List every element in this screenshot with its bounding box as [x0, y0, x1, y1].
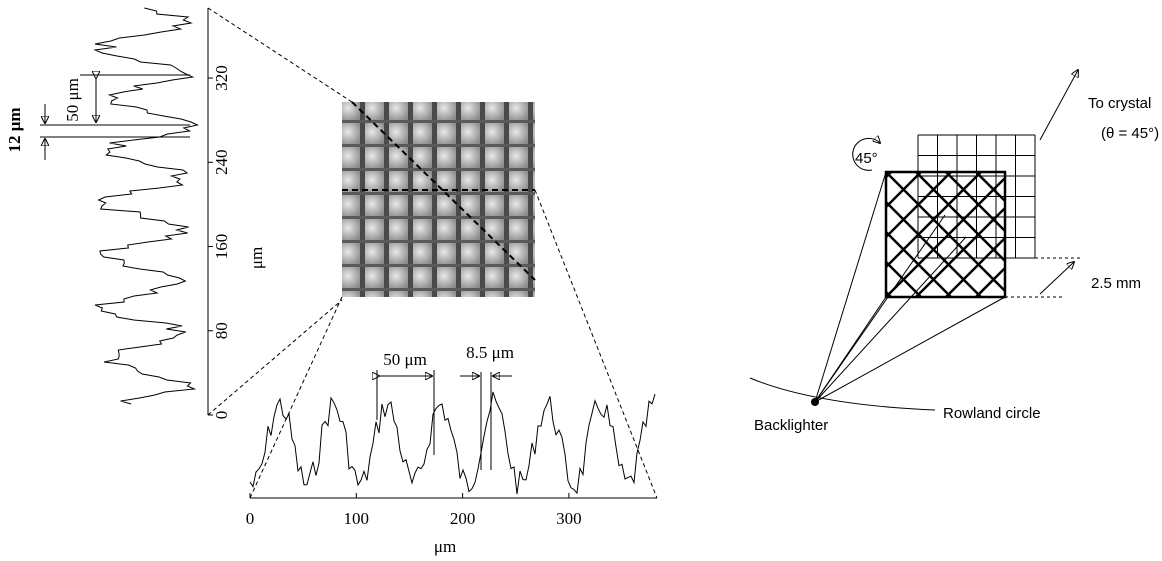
annotation: 50 μm: [383, 350, 427, 369]
hatch: [885, 177, 1006, 298]
crystal-arrow: [1039, 70, 1078, 141]
rotation-arrow: [852, 138, 880, 171]
label: Backlighter: [754, 417, 828, 434]
hatch: [975, 267, 1006, 298]
label: 45°: [855, 150, 878, 167]
hatch: [945, 171, 1006, 232]
x-tick-label: 100: [344, 509, 370, 528]
y-tick-label: 160: [212, 234, 231, 260]
annotation: 50 μm: [63, 78, 82, 122]
thin-grid: [917, 134, 1036, 259]
rays: [814, 171, 1006, 403]
x-tick-label: 300: [556, 509, 582, 528]
horizontal-profile: [249, 391, 656, 495]
hatch: [945, 237, 1006, 298]
annotation: 8.5 μm: [466, 343, 514, 362]
lineout-diagonal: [351, 101, 536, 281]
vertical-profile: [93, 7, 199, 405]
mesh-image: [342, 102, 535, 297]
box: [884, 170, 1007, 299]
hatch: [885, 201, 982, 298]
hatch: [915, 171, 1006, 262]
y-axis-label: μm: [247, 247, 266, 269]
label: To crystal: [1088, 95, 1151, 112]
thick-grid: [884, 170, 1007, 299]
label: (θ = 45°): [1101, 125, 1159, 142]
y-tick-label: 320: [212, 65, 231, 91]
y-tick-label: 80: [212, 322, 231, 339]
x-tick-label: 200: [450, 509, 476, 528]
label: Rowland circle: [943, 405, 1041, 422]
x-tick-label: 0: [246, 509, 255, 528]
y-tick-label: 240: [212, 150, 231, 176]
projection-lines: [207, 7, 658, 499]
label: 2.5 mm: [1091, 275, 1141, 292]
rowland-circle: [749, 377, 936, 411]
x-axis-label: μm: [434, 537, 456, 556]
hatch: [885, 171, 1006, 292]
hatch: [885, 231, 952, 298]
hatch: [975, 171, 1006, 202]
annotation: 12 μm: [5, 107, 24, 152]
y-tick-label: 0: [212, 411, 231, 420]
hatch: [885, 261, 922, 298]
hatch: [915, 207, 1006, 298]
backlighter-point: [811, 398, 819, 406]
hatch: [885, 291, 892, 298]
